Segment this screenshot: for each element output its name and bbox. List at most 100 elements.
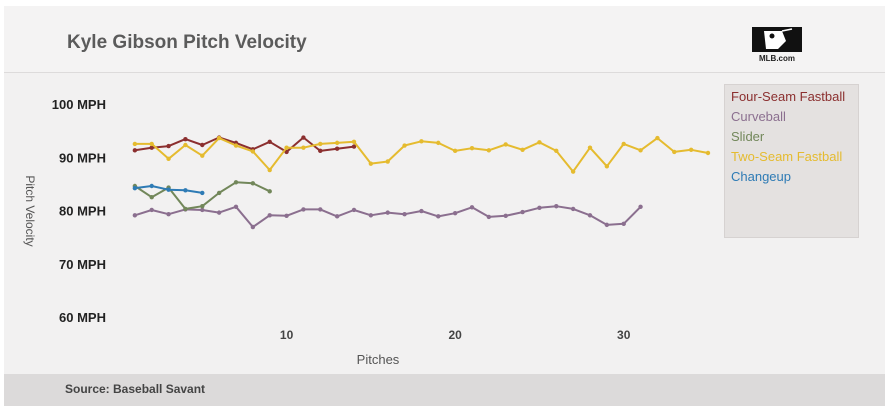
data-point [233, 180, 239, 185]
x-tick-label: 30 [617, 328, 631, 342]
data-point [318, 141, 323, 147]
data-point [166, 156, 171, 162]
data-point [267, 189, 272, 194]
data-point [233, 143, 239, 148]
mlb-batter-icon [752, 27, 802, 52]
data-point [469, 205, 475, 210]
data-point [301, 207, 306, 212]
data-point [267, 139, 272, 145]
legend-entry[interactable]: Changeup [731, 169, 791, 184]
data-point [436, 140, 441, 146]
data-point [554, 148, 559, 154]
data-point [132, 141, 138, 147]
series-line [134, 205, 642, 228]
data-point [520, 147, 525, 152]
data-point [604, 222, 610, 228]
data-point [419, 208, 424, 214]
data-point [166, 212, 171, 217]
chart-header: Kyle Gibson Pitch Velocity MLB.com [4, 6, 885, 73]
data-point [149, 145, 154, 150]
data-point [402, 143, 407, 148]
data-point [436, 214, 441, 219]
chart-legend: Four-Seam Fastball Curveball Slider Two-Sea… [724, 84, 859, 238]
data-point [250, 149, 256, 154]
data-point [183, 136, 188, 142]
chart-footer: Source: Baseball Savant [4, 374, 885, 406]
chart-title: Kyle Gibson Pitch Velocity [67, 32, 307, 53]
data-point [604, 164, 610, 169]
data-point [149, 183, 154, 189]
data-point [216, 210, 222, 215]
data-point [368, 213, 374, 218]
data-point [385, 159, 390, 164]
data-point [166, 143, 171, 149]
data-point [216, 190, 222, 196]
data-point [503, 142, 508, 147]
data-point [503, 213, 508, 219]
data-point [419, 139, 424, 144]
data-point [452, 148, 458, 154]
data-point [537, 140, 542, 145]
data-point [537, 205, 542, 211]
legend-entry[interactable]: Four-Seam Fastball [731, 89, 846, 104]
source-note: Source: Baseball Savant [65, 382, 206, 396]
data-point [216, 135, 222, 141]
x-tick-label: 20 [448, 328, 462, 342]
data-point [385, 210, 390, 215]
data-point [183, 188, 188, 193]
data-point [587, 213, 593, 218]
data-point [200, 207, 205, 213]
x-tick-label: 10 [280, 328, 294, 342]
data-point [183, 142, 188, 148]
data-point [301, 135, 306, 140]
data-point [587, 145, 593, 150]
data-point [334, 146, 340, 151]
data-point [469, 145, 475, 151]
data-point [250, 181, 256, 186]
data-point [233, 204, 239, 209]
data-point [520, 209, 525, 215]
y-tick-label: 70 MPH [59, 257, 106, 272]
series-line [134, 136, 355, 153]
data-point [166, 187, 171, 192]
data-point [284, 213, 289, 219]
y-tick-label: 60 MPH [59, 310, 106, 325]
data-point [621, 221, 626, 227]
data-point [486, 214, 492, 220]
data-point [351, 144, 357, 149]
data-point [200, 204, 205, 209]
data-point [368, 161, 374, 166]
data-point [267, 167, 272, 173]
mlb-logo[interactable]: MLB.com [752, 27, 804, 63]
y-tick-label: 90 MPH [59, 150, 106, 165]
data-point [200, 190, 205, 196]
legend-entry[interactable]: Curveball [731, 109, 786, 124]
mlb-logo-label: MLB.com [759, 54, 795, 63]
data-point [351, 207, 357, 213]
data-point [200, 142, 205, 148]
data-point [705, 150, 711, 156]
data-point [570, 206, 576, 212]
data-point [267, 213, 272, 218]
data-point [672, 149, 677, 155]
legend-entry[interactable]: Slider [731, 129, 765, 144]
data-point [486, 148, 492, 153]
y-tick-label: 100 MPH [52, 97, 106, 112]
y-tick-label: 80 MPH [59, 204, 106, 219]
data-point [688, 147, 694, 152]
data-point [638, 148, 643, 153]
y-axis-label: Pitch Velocity [23, 175, 37, 246]
data-point [149, 194, 154, 200]
data-point [149, 207, 154, 213]
data-point [250, 224, 256, 230]
data-point [301, 145, 306, 150]
data-point [334, 140, 340, 146]
legend-entry[interactable]: Two-Seam Fastball [731, 149, 843, 164]
data-point [655, 135, 660, 141]
data-point [132, 185, 138, 191]
data-point [638, 204, 643, 209]
x-axis-label: Pitches [357, 352, 400, 367]
data-point [621, 141, 626, 147]
data-point [570, 169, 576, 174]
data-point [132, 148, 138, 153]
